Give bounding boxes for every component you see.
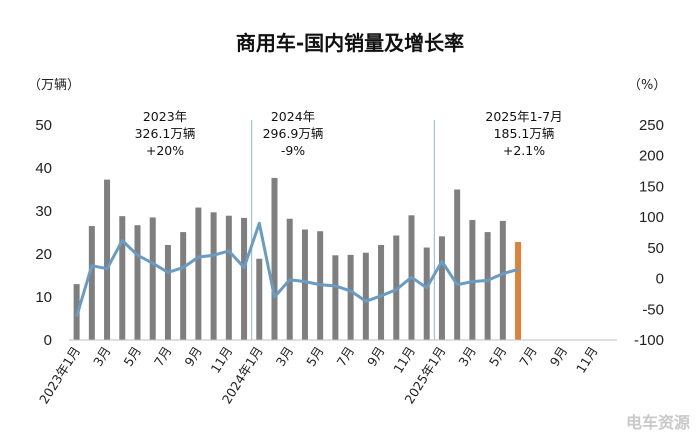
sales-bar-2025-06: [515, 241, 522, 340]
annotation-year: 2024年: [271, 109, 315, 124]
sales-bar-2025-03: [469, 220, 476, 340]
annotation-year: 2025年1-7月: [485, 109, 562, 124]
bar-series: [73, 177, 522, 340]
right-tick-label: 150: [639, 178, 664, 195]
right-tick-label: 200: [639, 148, 664, 165]
sales-bar-2025-01: [438, 236, 445, 340]
x-tick-label: 9月: [364, 344, 388, 369]
watermark: 电车资源: [626, 413, 690, 432]
x-tick-label: 3月: [273, 344, 297, 369]
x-tick-label: 11月: [573, 344, 601, 376]
right-tick-label: -100: [634, 332, 664, 349]
x-tick-label: 11月: [208, 344, 236, 376]
x-tick-label: 2023年1月: [36, 344, 83, 407]
chart-title: 商用车-国内销量及增长率: [236, 31, 464, 55]
sales-bar-2023-10: [210, 212, 217, 340]
right-tick-label: -50: [642, 301, 664, 318]
sales-bar-2024-07: [347, 254, 354, 340]
x-tick-label: 11月: [390, 344, 418, 376]
sales-bar-2023-11: [225, 215, 232, 340]
annotation-growth: +2.1%: [503, 143, 545, 158]
sales-bar-2025-05: [499, 220, 506, 340]
period-annotations: 2023年 326.1万辆 +20% 2024年 296.9万辆 -9% 2025年1-7月…: [135, 109, 563, 158]
sales-bar-2023-12: [241, 217, 248, 340]
sales-bar-2023-02: [88, 226, 95, 340]
left-tick-label: 50: [35, 117, 52, 134]
left-axis-unit: （万辆）: [28, 78, 80, 93]
right-tick-label: 0: [656, 271, 664, 288]
annotation-growth: +20%: [146, 143, 184, 158]
annotation-year: 2023年: [143, 109, 187, 124]
sales-bar-2023-06: [149, 217, 156, 340]
left-tick-label: 20: [35, 246, 52, 263]
right-tick-label: 50: [647, 240, 664, 257]
sales-bar-2025-04: [484, 232, 491, 340]
x-tick-label: 3月: [90, 344, 114, 369]
x-tick-label: 5月: [486, 344, 510, 369]
annotation-growth: -9%: [281, 143, 305, 158]
sales-bar-2024-01: [256, 258, 263, 340]
left-tick-label: 0: [44, 332, 52, 349]
sales-bar-2023-03: [104, 179, 111, 340]
x-tick-label: 3月: [455, 344, 479, 369]
annotation-total: 185.1万辆: [494, 126, 555, 141]
sales-bar-2024-04: [301, 229, 308, 340]
right-tick-label: 250: [639, 117, 664, 134]
right-axis-unit: （%）: [628, 78, 666, 93]
left-tick-label: 40: [35, 160, 52, 177]
x-tick-label: 9月: [181, 344, 205, 369]
left-tick-label: 30: [35, 203, 52, 220]
right-tick-label: 100: [639, 209, 664, 226]
sales-bar-2023-07: [164, 244, 171, 340]
sales-bar-2023-08: [180, 232, 187, 340]
x-tick-label: 5月: [303, 344, 327, 369]
sales-bar-2025-02: [454, 189, 461, 340]
left-tick-label: 10: [35, 289, 52, 306]
line-series: [75, 221, 519, 318]
sales-bar-2023-04: [119, 216, 126, 340]
sales-bar-2024-08: [362, 252, 369, 340]
x-tick-label: 7月: [151, 344, 175, 369]
x-tick-label: 9月: [547, 344, 571, 369]
x-tick-label: 7月: [516, 344, 540, 369]
annotation-total: 296.9万辆: [263, 126, 324, 141]
right-axis-ticks: -100 -50 0 50 100 150 200 250: [634, 117, 664, 349]
sales-bar-2024-09: [378, 244, 385, 340]
sales-bar-2024-06: [332, 255, 339, 340]
sales-bar-2023-05: [134, 225, 141, 340]
growth-rate-line: [75, 221, 519, 318]
sales-bar-2024-02: [271, 177, 278, 340]
sales-bar-2024-12: [423, 247, 430, 340]
annotation-total: 326.1万辆: [135, 126, 196, 141]
x-tick-label: 7月: [334, 344, 358, 369]
left-axis-ticks: 0 10 20 30 40 50: [35, 117, 52, 349]
sales-bar-2023-09: [195, 207, 202, 340]
period-dividers: [251, 120, 435, 340]
x-tick-label: 5月: [120, 344, 144, 369]
